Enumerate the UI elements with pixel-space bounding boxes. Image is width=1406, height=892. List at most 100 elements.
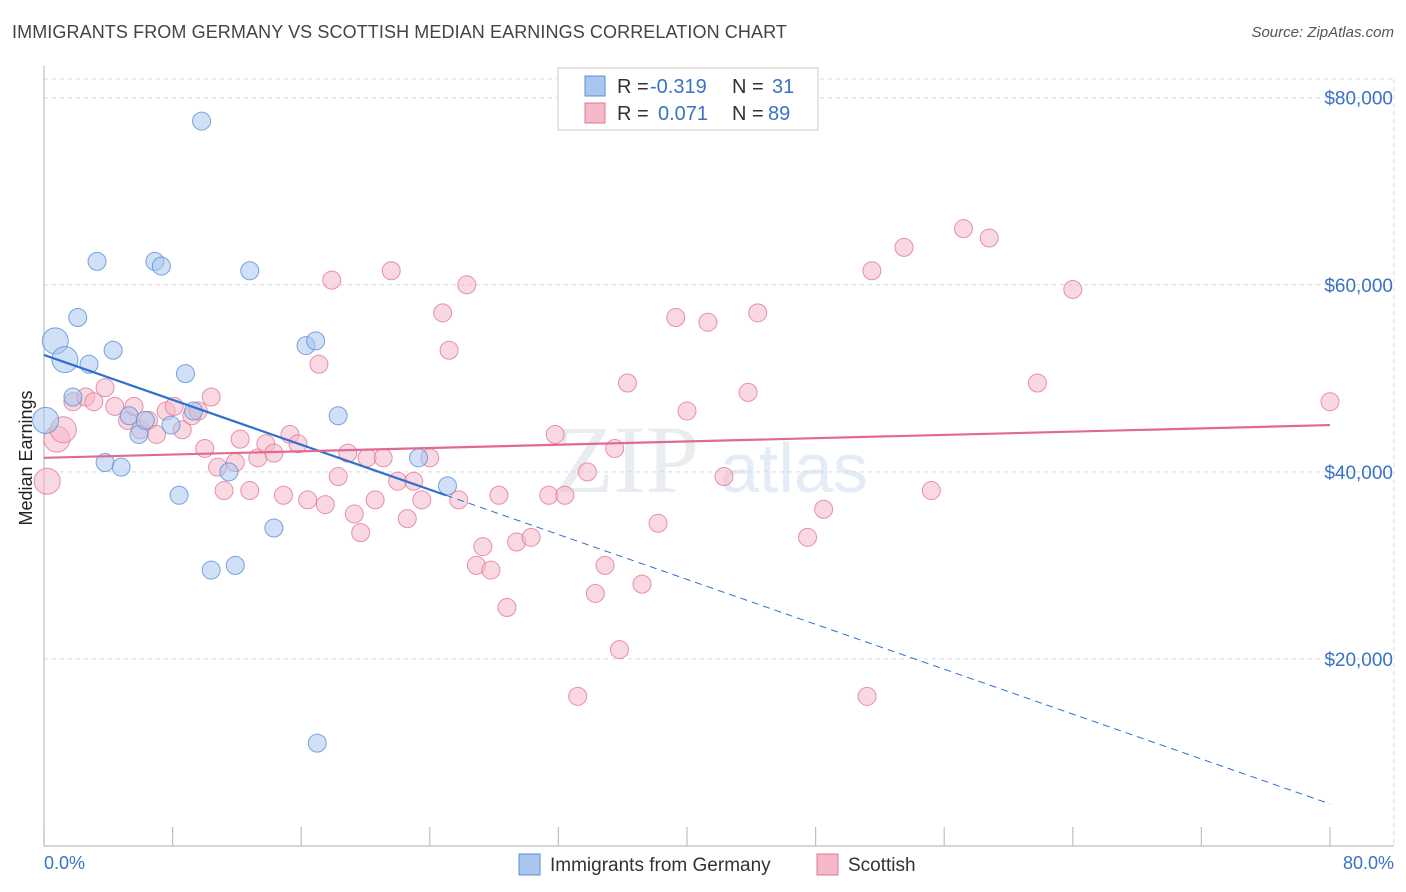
point-scottish-67 [609,640,629,660]
point-germany-22 [225,555,245,575]
point-scottish-62 [568,686,588,706]
legend-r-label-scottish: R = [617,103,649,125]
legend-n-label-scottish: N = [732,103,764,125]
y-tick-label-40000: $40,000 [1324,463,1393,484]
point-scottish-81 [894,237,914,257]
bottom-legend-label-scottish: Scottish [848,855,916,876]
y-axis-label: Median Earnings [16,390,36,525]
point-scottish-85 [1027,373,1047,393]
point-germany-24 [264,518,284,538]
point-germany-3 [63,387,83,407]
y-tick-labels: $20,000 $40,000 $60,000 $80,000 [1324,89,1393,671]
y-tick-label-20000: $20,000 [1324,650,1393,671]
point-scottish-28 [274,485,294,505]
point-germany-20 [201,560,221,580]
point-scottish-87 [1320,392,1340,412]
x-tick-label-max: 80.0% [1343,853,1394,873]
axes [43,66,1394,847]
y-tick-label-60000: $60,000 [1324,276,1393,297]
bottom-legend-label-germany: Immigrants from Germany [550,855,771,876]
bottom-legend-swatch-scottish [816,853,839,876]
watermark-atlas: atlas [720,429,868,507]
point-scottish-68 [618,373,638,393]
point-scottish-84 [979,228,999,248]
series-germany-points [32,111,457,753]
point-scottish-80 [862,261,882,281]
legend-swatch-germany [584,75,606,97]
series-scottish-points [33,219,1340,706]
point-scottish-65 [595,555,615,575]
legend-r-value-germany: -0.319 [650,76,707,98]
x-tick-label-min: 0.0% [44,853,85,873]
trend-line-germany-extension [445,494,1331,805]
point-scottish-70 [648,513,668,533]
point-scottish-58 [521,527,541,547]
point-germany-15 [161,415,181,435]
point-germany-27 [307,733,327,753]
point-germany-16 [169,485,189,505]
point-scottish-77 [798,527,818,547]
point-germany-6 [87,251,107,271]
point-scottish-63 [577,462,597,482]
point-scottish-53 [473,537,493,557]
point-germany-10 [119,406,139,426]
trend-lines [43,353,1331,805]
point-germany-8 [103,340,123,360]
point-scottish-37 [344,504,364,524]
watermark: ZIP atlas [555,406,868,513]
point-germany-28 [328,406,348,426]
point-scottish-71 [666,308,686,328]
legend-n-value-germany: 31 [772,76,794,98]
point-scottish-82 [921,481,941,501]
point-scottish-51 [457,275,477,295]
point-scottish-59 [539,485,559,505]
point-scottish-44 [397,509,417,529]
point-scottish-33 [315,495,335,515]
point-scottish-72 [677,401,697,421]
bottom-legend-swatch-germany [518,853,541,876]
point-germany-17 [175,364,195,384]
point-scottish-78 [814,499,834,519]
point-scottish-54 [481,560,501,580]
point-germany-21 [219,462,239,482]
point-scottish-79 [857,686,877,706]
grid-lines [44,78,1395,846]
source-label: Source: ZipAtlas.com [1251,24,1394,41]
point-scottish-5 [84,392,104,412]
point-scottish-38 [351,523,371,543]
point-germany-9 [111,457,131,477]
legend-r-value-scottish: 0.071 [658,103,708,125]
point-germany-12 [135,410,155,430]
point-scottish-86 [1063,279,1083,299]
point-scottish-61 [555,485,575,505]
y-tick-label-80000: $80,000 [1324,89,1393,110]
legend-n-value-scottish: 89 [768,103,790,125]
point-scottish-31 [298,490,318,510]
point-scottish-41 [373,448,393,468]
stats-legend: R = -0.319 N = 31 R = 0.071 N = 89 [557,67,819,131]
point-scottish-23 [230,429,250,449]
point-scottish-48 [433,303,453,323]
point-scottish-24 [240,481,260,501]
point-scottish-74 [714,467,734,487]
point-scottish-73 [698,312,718,332]
point-scottish-76 [748,303,768,323]
point-scottish-19 [201,387,221,407]
point-scottish-39 [357,448,377,468]
point-scottish-69 [632,574,652,594]
watermark-zip: ZIP [555,406,699,513]
point-scottish-21 [214,481,234,501]
point-germany-29 [409,448,429,468]
point-germany-30 [437,476,457,496]
point-scottish-64 [585,583,605,603]
point-scottish-55 [489,485,509,505]
chart-title: IMMIGRANTS FROM GERMANY VS SCOTTISH MEDI… [12,22,787,42]
point-scottish-60 [545,424,565,444]
point-scottish-7 [105,396,125,416]
point-scottish-46 [412,490,432,510]
point-scottish-32 [309,354,329,374]
point-germany-23 [240,261,260,281]
point-germany-19 [192,111,212,131]
point-scottish-83 [953,219,973,239]
